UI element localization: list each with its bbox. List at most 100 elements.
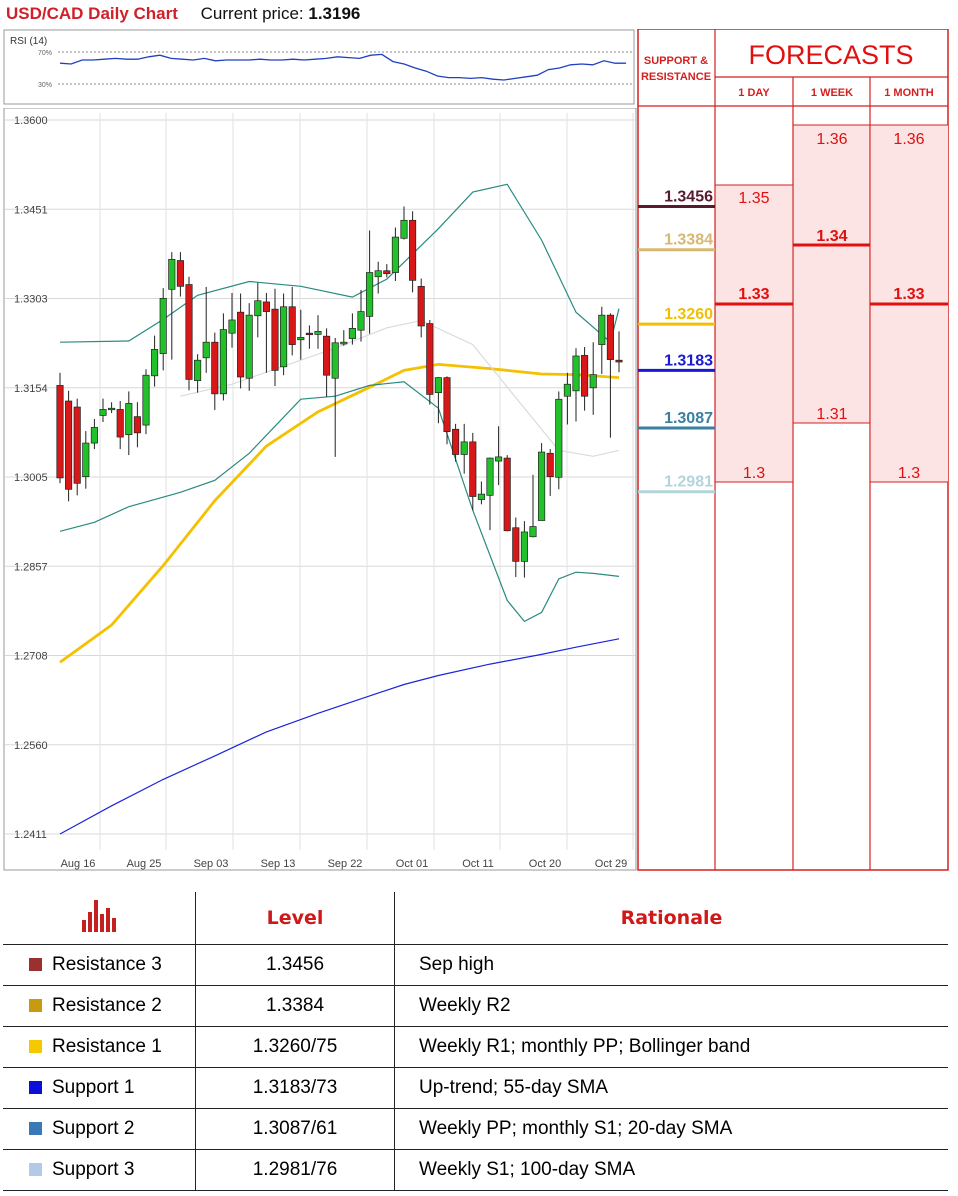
sr-level-value: 1.3260: [664, 306, 713, 323]
week-low-value: 1.31: [816, 406, 847, 423]
month-high-value: 1.36: [893, 131, 924, 148]
level-value: 1.3456: [195, 944, 395, 986]
week-high-value: 1.36: [816, 131, 847, 148]
bullish-candle: [194, 359, 202, 381]
level-name-cell: Resistance 3: [3, 944, 196, 986]
bollinger-upper-line: [59, 183, 620, 344]
rationale-header: Rationale: [394, 892, 948, 945]
bearish-candle: [237, 311, 245, 378]
bullish-candle: [159, 297, 167, 354]
level-value: 1.2981/76: [195, 1149, 395, 1191]
bar-chart-icon-cell: [3, 892, 196, 945]
bullish-candle: [99, 409, 107, 416]
bullish-candle: [486, 457, 494, 496]
x-tick-label: Oct 01: [396, 858, 428, 870]
level-header: Level: [195, 892, 395, 945]
x-tick-label: Aug 25: [127, 858, 162, 870]
bearish-candle: [271, 308, 279, 371]
bullish-candle: [563, 383, 571, 397]
bullish-candle: [202, 341, 210, 359]
bullish-candle: [82, 442, 90, 478]
day-high-value: 1.35: [738, 190, 769, 207]
y-tick-label: 1.3005: [14, 472, 48, 484]
bearish-candle: [581, 355, 589, 397]
x-tick-label: Sep 22: [328, 858, 363, 870]
level-name: Resistance 1: [52, 1036, 162, 1057]
bearish-candle: [452, 428, 460, 455]
bearish-candle: [56, 385, 64, 479]
bullish-candle: [366, 272, 374, 317]
bearish-candle: [469, 441, 477, 497]
bullish-candle: [168, 258, 176, 290]
sr-level-value: 1.3087: [664, 410, 713, 427]
level-color-swatch: [29, 958, 42, 971]
bullish-candle: [331, 342, 339, 379]
bearish-candle: [65, 400, 73, 490]
bullish-candle: [495, 456, 503, 462]
bearish-candle: [211, 341, 219, 395]
table-row: Support 3 1.2981/76 Weekly S1; 100-day SMA: [3, 1149, 948, 1191]
day-low-value: 1.3: [743, 465, 765, 482]
support-resistance-levels: 1.3456 1.3384 1.3260 1.3183 1.3087 1.2981: [638, 188, 715, 494]
bullish-candle: [460, 441, 468, 455]
level-name-cell: Support 1: [3, 1067, 196, 1109]
month-low-value: 1.3: [898, 465, 920, 482]
bearish-candle: [288, 306, 296, 345]
bullish-candle: [228, 319, 236, 334]
table-row: Resistance 3 1.3456 Sep high: [3, 944, 948, 986]
y-tick-label: 1.2708: [14, 651, 48, 663]
bullish-candle: [538, 451, 546, 521]
bearish-candle: [409, 219, 417, 281]
rsi-line: [59, 53, 627, 81]
bullish-candle: [434, 377, 442, 393]
level-name: Support 3: [52, 1159, 135, 1180]
bearish-candle: [503, 457, 511, 532]
bearish-candle: [426, 323, 434, 395]
day-forecast-range: [715, 185, 792, 482]
bearish-candle: [262, 301, 270, 312]
level-name: Support 2: [52, 1118, 135, 1139]
bullish-candle: [555, 398, 563, 478]
forecast-panel: SUPPORT & RESISTANCE FORECASTS 1 DAY 1 W…: [637, 29, 949, 871]
bullish-candle: [598, 314, 606, 345]
y-tick-label: 1.3303: [14, 294, 48, 306]
sr-level-value: 1.2981: [664, 474, 713, 491]
table-row: Resistance 1 1.3260/75 Weekly R1; monthly …: [3, 1026, 948, 1068]
bullish-candle: [340, 341, 348, 345]
bearish-candle: [73, 406, 81, 484]
bearish-candle: [116, 409, 124, 438]
sr-level-value: 1.3384: [664, 232, 713, 249]
level-name-cell: Support 2: [3, 1108, 196, 1150]
x-tick-label: Sep 03: [194, 858, 229, 870]
55-day-sma-line: [59, 362, 620, 664]
bullish-candle: [280, 306, 288, 368]
level-value: 1.3260/75: [195, 1026, 395, 1068]
rsi-frame: [3, 29, 635, 105]
bullish-candle: [374, 270, 382, 278]
bullish-candle: [529, 526, 537, 538]
level-color-swatch: [29, 1040, 42, 1053]
x-axis-labels: Aug 16 Aug 25 Sep 03 Sep 13 Sep 22 Oct 01 Oct …: [61, 858, 628, 870]
level-value: 1.3087/61: [195, 1108, 395, 1150]
bearish-candle: [443, 377, 451, 433]
level-name-cell: Resistance 1: [3, 1026, 196, 1068]
chart-title: USD/CAD Daily Chart: [6, 4, 178, 23]
forecasts-title: FORECASTS: [748, 40, 913, 70]
rsi-70-label: 70%: [38, 50, 52, 57]
bullish-candle: [108, 407, 116, 411]
bullish-candle: [142, 374, 150, 426]
y-tick-label: 1.3154: [14, 383, 48, 395]
price-chart-frame: [3, 108, 637, 871]
candlesticks: [56, 206, 623, 578]
day-mid-value: 1.33: [738, 286, 769, 303]
level-rationale: Sep high: [394, 944, 948, 986]
bearish-candle: [185, 284, 193, 380]
bearish-candle: [323, 335, 331, 376]
bearish-candle: [133, 416, 141, 434]
level-value: 1.3183/73: [195, 1067, 395, 1109]
bearish-candle: [417, 285, 425, 327]
levels-table: Level Rationale Resistance 3 1.3456 Sep hi…: [3, 892, 948, 1191]
y-tick-label: 1.2411: [14, 829, 47, 841]
bullish-candle: [477, 493, 485, 500]
x-tick-label: Oct 11: [462, 858, 494, 870]
